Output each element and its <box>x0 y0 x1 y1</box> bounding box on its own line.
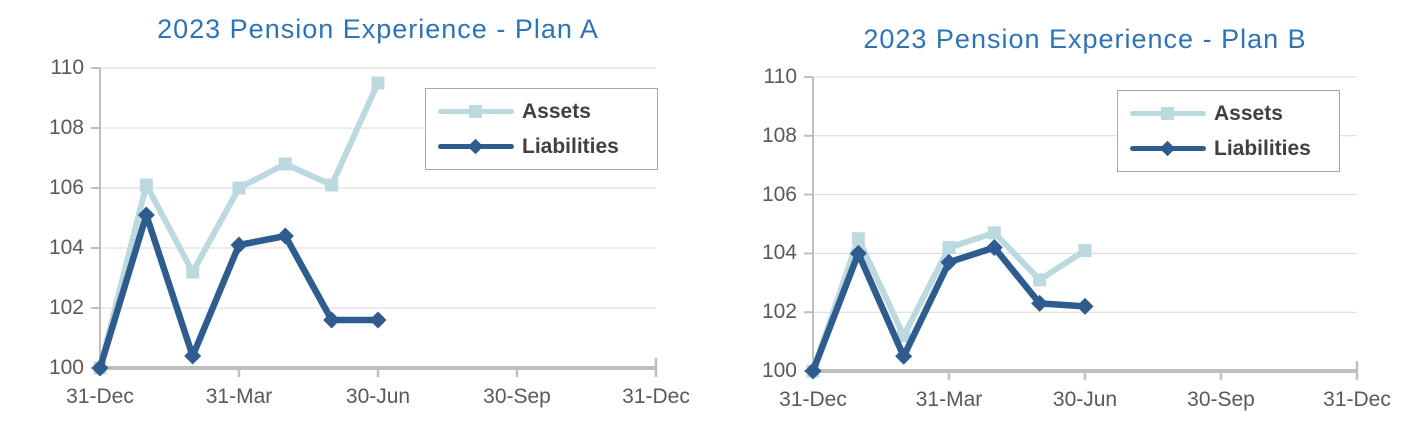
legend-item-liabilities: Liabilities <box>436 132 647 161</box>
legend: Assets Liabilities <box>1117 90 1340 172</box>
y-axis-tick-label: 102 <box>761 300 797 324</box>
y-axis-tick-label: 110 <box>50 56 84 79</box>
assets-data-point-marker <box>278 157 292 171</box>
liabilities-data-point-marker <box>137 206 155 224</box>
y-axis-tick-label: 106 <box>48 176 84 199</box>
liabilities-line-swatch <box>1128 140 1208 158</box>
liabilities-data-point-marker <box>323 311 341 329</box>
assets-data-point-marker <box>851 232 865 246</box>
assets-data-point-marker <box>371 76 385 90</box>
diamond-marker-icon <box>467 138 484 155</box>
liabilities-data-point-marker <box>849 244 867 262</box>
y-axis-tick-label: 102 <box>48 296 84 319</box>
y-axis-tick-label: 104 <box>48 236 84 259</box>
legend: Assets Liabilities <box>425 88 658 170</box>
x-axis-tick-label: 31-Dec <box>66 385 134 408</box>
liabilities-data-point-marker <box>230 236 248 254</box>
assets-data-point-marker <box>1078 243 1092 257</box>
x-axis-tick-label: 31-Dec <box>622 385 690 408</box>
pension-chart-plan-b: 2023 Pension Experience - Plan B Assets … <box>705 0 1410 436</box>
assets-data-point-marker <box>325 178 339 192</box>
y-axis-tick-label: 104 <box>761 241 797 265</box>
x-axis-tick-label: 31-Dec <box>1323 388 1391 411</box>
x-axis-tick-label: 31-Dec <box>779 388 847 411</box>
liabilities-data-point-marker <box>184 347 202 365</box>
plot-area <box>91 67 658 377</box>
y-axis-tick-label: 100 <box>48 356 84 379</box>
assets-data-point-marker <box>232 181 246 195</box>
legend-label: Assets <box>1214 101 1283 125</box>
legend-label: Liabilities <box>522 134 619 158</box>
assets-line-swatch <box>436 103 516 121</box>
assets-data-point-marker <box>1033 273 1047 287</box>
liabilities-data-point-marker <box>895 347 913 365</box>
x-axis-tick-label: 30-Sep <box>1187 388 1255 411</box>
x-axis-tick-label: 30-Sep <box>483 385 551 408</box>
liabilities-data-point-marker <box>91 359 109 377</box>
chart-title: 2023 Pension Experience - Plan B <box>863 24 1307 54</box>
liabilities-data-point-marker <box>804 362 822 380</box>
chart-title: 2023 Pension Experience - Plan A <box>157 14 599 44</box>
liabilities-line-swatch <box>436 138 516 156</box>
y-axis-tick-label: 106 <box>761 182 797 206</box>
legend-label: Assets <box>522 99 591 123</box>
liabilities-data-point-marker <box>369 311 387 329</box>
legend-label: Liabilities <box>1214 136 1311 160</box>
liabilities-data-point-marker <box>940 253 958 271</box>
assets-data-point-marker <box>942 241 956 255</box>
liabilities-data-point-marker <box>985 239 1003 257</box>
assets-line-swatch <box>1128 105 1208 123</box>
assets-data-point-marker <box>139 178 153 192</box>
assets-data-point-marker <box>186 265 200 279</box>
liabilities-data-point-marker <box>276 227 294 245</box>
assets-data-point-marker <box>987 226 1001 240</box>
square-marker-icon <box>469 105 482 118</box>
liabilities-data-point-marker <box>1076 297 1094 315</box>
legend-item-assets: Assets <box>436 97 647 126</box>
diamond-marker-icon <box>1159 140 1176 157</box>
legend-item-liabilities: Liabilities <box>1128 134 1329 163</box>
x-axis-tick-label: 31-Mar <box>205 385 273 408</box>
x-axis-tick-label: 31-Mar <box>915 388 983 411</box>
pension-chart-plan-a: 2023 Pension Experience - Plan A Assets … <box>48 14 690 408</box>
y-axis-tick-label: 108 <box>48 116 84 139</box>
x-axis-tick-label: 30-Jun <box>1052 388 1118 411</box>
x-axis-tick-label: 30-Jun <box>345 385 411 408</box>
square-marker-icon <box>1161 107 1174 120</box>
plot-area <box>804 76 1359 380</box>
y-axis-tick-label: 100 <box>761 359 797 382</box>
liabilities-data-point-marker <box>1031 294 1049 312</box>
y-axis-tick-label: 108 <box>761 123 797 147</box>
legend-item-assets: Assets <box>1128 99 1329 128</box>
y-axis-tick-label: 110 <box>763 65 797 88</box>
assets-data-point-marker <box>897 329 911 343</box>
